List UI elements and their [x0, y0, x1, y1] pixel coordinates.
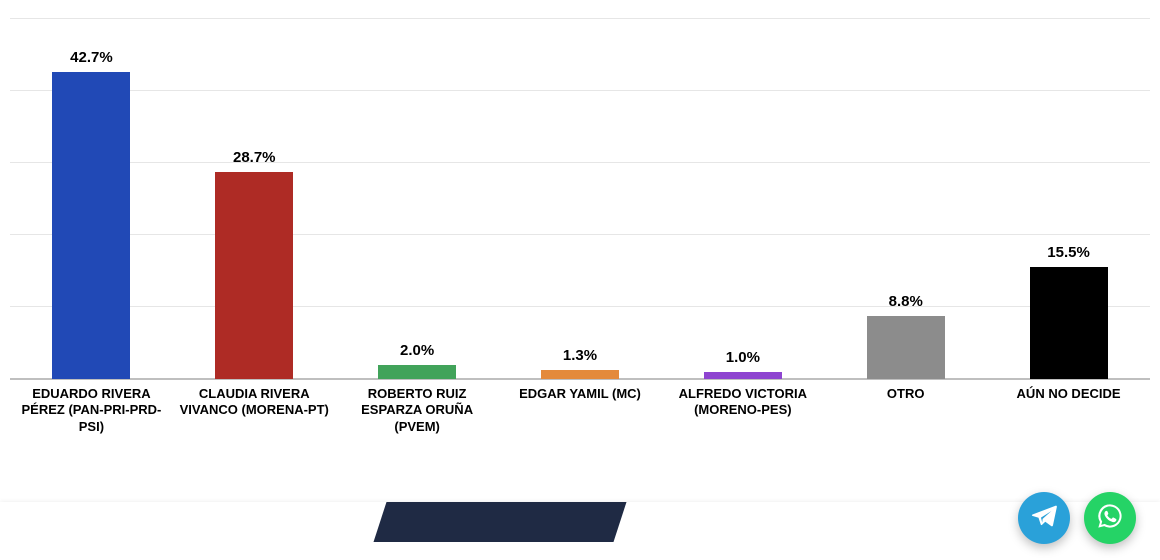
footer-bar	[0, 502, 1160, 560]
bar-value-label: 28.7%	[233, 149, 276, 166]
category-label: EDUARDO RIVERA PÉREZ (PAN-PRI-PRD-PSI)	[10, 386, 173, 435]
category-label: ROBERTO RUIZ ESPARZA ORUÑA (PVEM)	[336, 386, 499, 435]
plot-area: 42.7% 28.7% 2.0% 1.3% 1.0% 8.8% 15.5%	[10, 20, 1150, 380]
telegram-button[interactable]	[1018, 492, 1070, 544]
chart-container: 42.7% 28.7% 2.0% 1.3% 1.0% 8.8% 15.5% EDUARDO …	[0, 0, 1160, 500]
bar-slot: 28.7%	[173, 20, 336, 379]
bar-value-label: 42.7%	[70, 49, 113, 66]
whatsapp-icon	[1096, 502, 1124, 535]
category-label: AÚN NO DECIDE	[987, 386, 1150, 402]
category-label: EDGAR YAMIL (MC)	[499, 386, 662, 402]
footer-dark-chip	[374, 502, 627, 542]
bar	[1030, 267, 1108, 379]
category-label: OTRO	[824, 386, 987, 402]
bar-value-label: 8.8%	[889, 293, 923, 310]
whatsapp-button[interactable]	[1084, 492, 1136, 544]
bar	[867, 316, 945, 379]
category-label: ALFREDO VICTORIA (MORENO-PES)	[661, 386, 824, 419]
bar-value-label: 2.0%	[400, 342, 434, 359]
bar-slot: 2.0%	[336, 20, 499, 379]
telegram-icon	[1030, 502, 1058, 535]
bar	[52, 72, 130, 379]
bar-slot: 1.3%	[499, 20, 662, 379]
bar-value-label: 1.3%	[563, 347, 597, 364]
bar-slot: 15.5%	[987, 20, 1150, 379]
bar-value-label: 1.0%	[726, 349, 760, 366]
gridline	[10, 18, 1150, 19]
category-labels: EDUARDO RIVERA PÉREZ (PAN-PRI-PRD-PSI)CL…	[10, 386, 1150, 446]
bar	[704, 372, 782, 379]
bar	[378, 365, 456, 379]
bar	[541, 370, 619, 379]
bar	[215, 172, 293, 379]
bar-slot: 42.7%	[10, 20, 173, 379]
bar-slot: 1.0%	[661, 20, 824, 379]
category-label: CLAUDIA RIVERA VIVANCO (MORENA-PT)	[173, 386, 336, 419]
bar-value-label: 15.5%	[1047, 244, 1090, 261]
bar-slot: 8.8%	[824, 20, 987, 379]
